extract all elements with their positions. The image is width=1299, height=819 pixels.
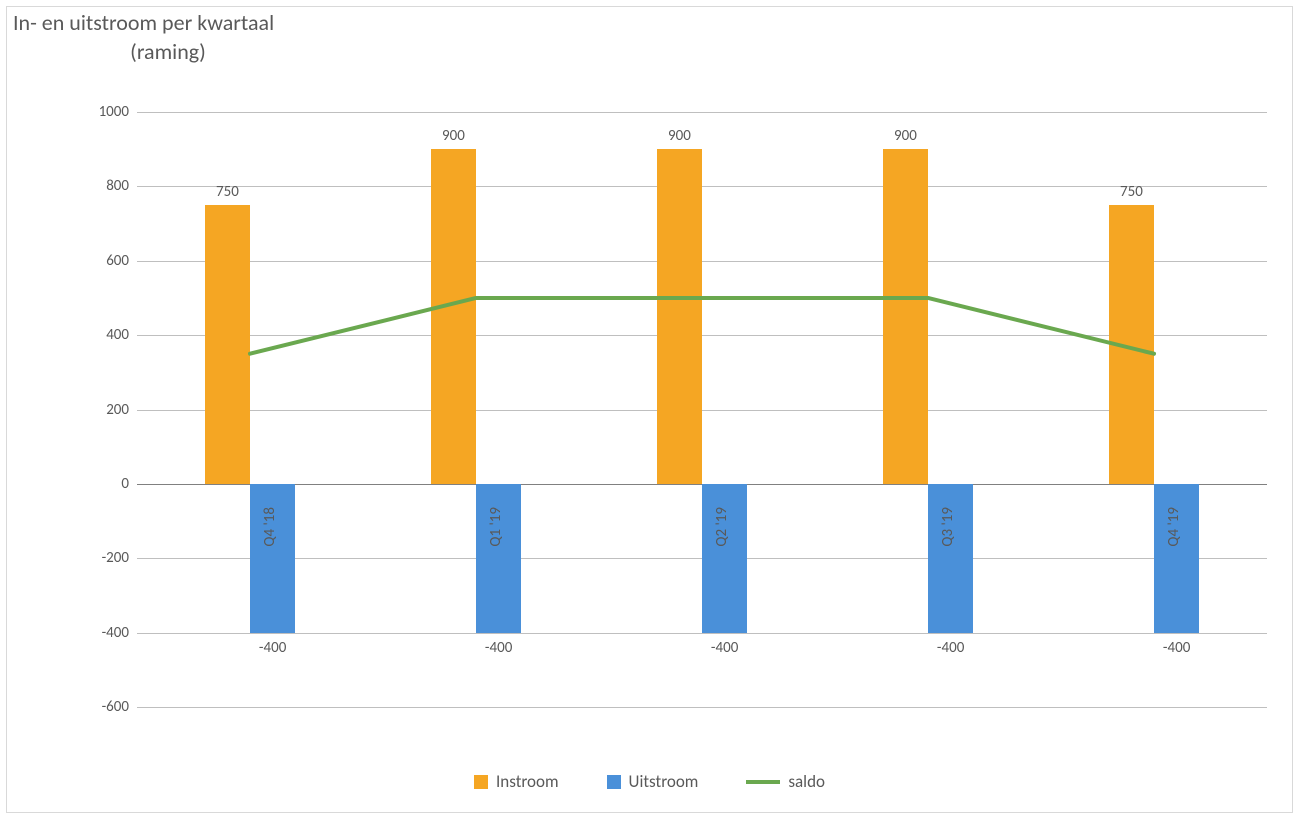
legend-label: Instroom <box>496 771 559 792</box>
y-tick-label: -200 <box>102 549 129 567</box>
chart-title-line-2: (raming) <box>13 38 323 67</box>
y-tick-label: 0 <box>121 475 129 493</box>
plot-area: -600-400-2000200400600800100075090090090… <box>137 112 1267 707</box>
y-tick-label: 400 <box>106 326 129 344</box>
legend-swatch <box>474 775 488 789</box>
legend-label: Uitstroom <box>629 771 699 792</box>
saldo-line <box>137 112 1267 707</box>
legend: Instroom Uitstroom saldo <box>7 771 1292 792</box>
y-tick-label: 600 <box>106 252 129 270</box>
legend-swatch <box>607 775 621 789</box>
y-tick-label: 1000 <box>99 103 129 121</box>
chart-title: In- en uitstroom per kwartaal (raming) <box>13 9 413 66</box>
legend-label: saldo <box>788 771 825 792</box>
chart-title-line-1: In- en uitstroom per kwartaal <box>13 9 413 38</box>
y-tick-label: 200 <box>106 401 129 419</box>
legend-item-instroom: Instroom <box>474 771 559 792</box>
y-tick-label: -400 <box>102 624 129 642</box>
legend-line-swatch <box>746 780 780 784</box>
y-tick-label: 800 <box>106 177 129 195</box>
legend-item-uitstroom: Uitstroom <box>607 771 699 792</box>
gridline <box>137 707 1267 708</box>
y-tick-label: -600 <box>102 698 129 716</box>
chart-frame: In- en uitstroom per kwartaal (raming) -… <box>6 6 1293 813</box>
legend-item-saldo: saldo <box>746 771 825 792</box>
